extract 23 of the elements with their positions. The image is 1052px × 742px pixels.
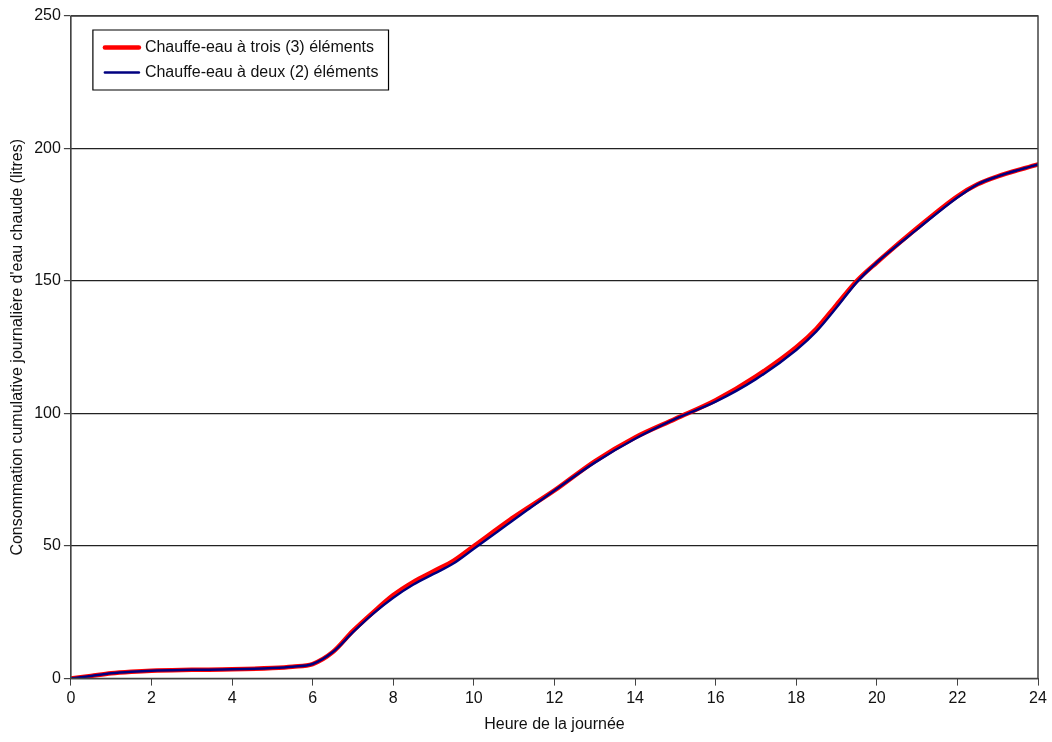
- x-tick-label: 24: [1029, 688, 1047, 706]
- legend-label: Chauffe-eau à deux (2) éléments: [144, 62, 379, 80]
- y-tick-label: 50: [43, 536, 61, 554]
- x-tick-label: 10: [464, 688, 483, 706]
- x-tick-label: 4: [227, 688, 237, 706]
- x-tick-label: 20: [867, 688, 886, 706]
- x-tick-label: 0: [66, 688, 76, 706]
- x-tick-label: 6: [308, 688, 318, 706]
- x-tick-label: 8: [388, 688, 398, 706]
- y-tick-label: 200: [34, 138, 61, 156]
- y-tick-label: 0: [51, 669, 61, 687]
- x-tick-label: 18: [787, 688, 806, 706]
- legend-label: Chauffe-eau à trois (3) éléments: [144, 37, 375, 55]
- y-tick-label: 100: [34, 403, 61, 421]
- y-tick-label: 250: [34, 6, 61, 24]
- x-axis-title: Heure de la journée: [484, 714, 625, 732]
- x-tick-label: 22: [948, 688, 967, 706]
- x-tick-label: 2: [147, 688, 157, 706]
- y-axis-title: Consommation cumulative journalière d'eau chaude (litres): [8, 139, 26, 556]
- x-tick-label: 14: [626, 688, 645, 706]
- x-tick-label: 12: [545, 688, 564, 706]
- y-tick-label: 150: [34, 271, 61, 289]
- x-tick-label: 16: [706, 688, 725, 706]
